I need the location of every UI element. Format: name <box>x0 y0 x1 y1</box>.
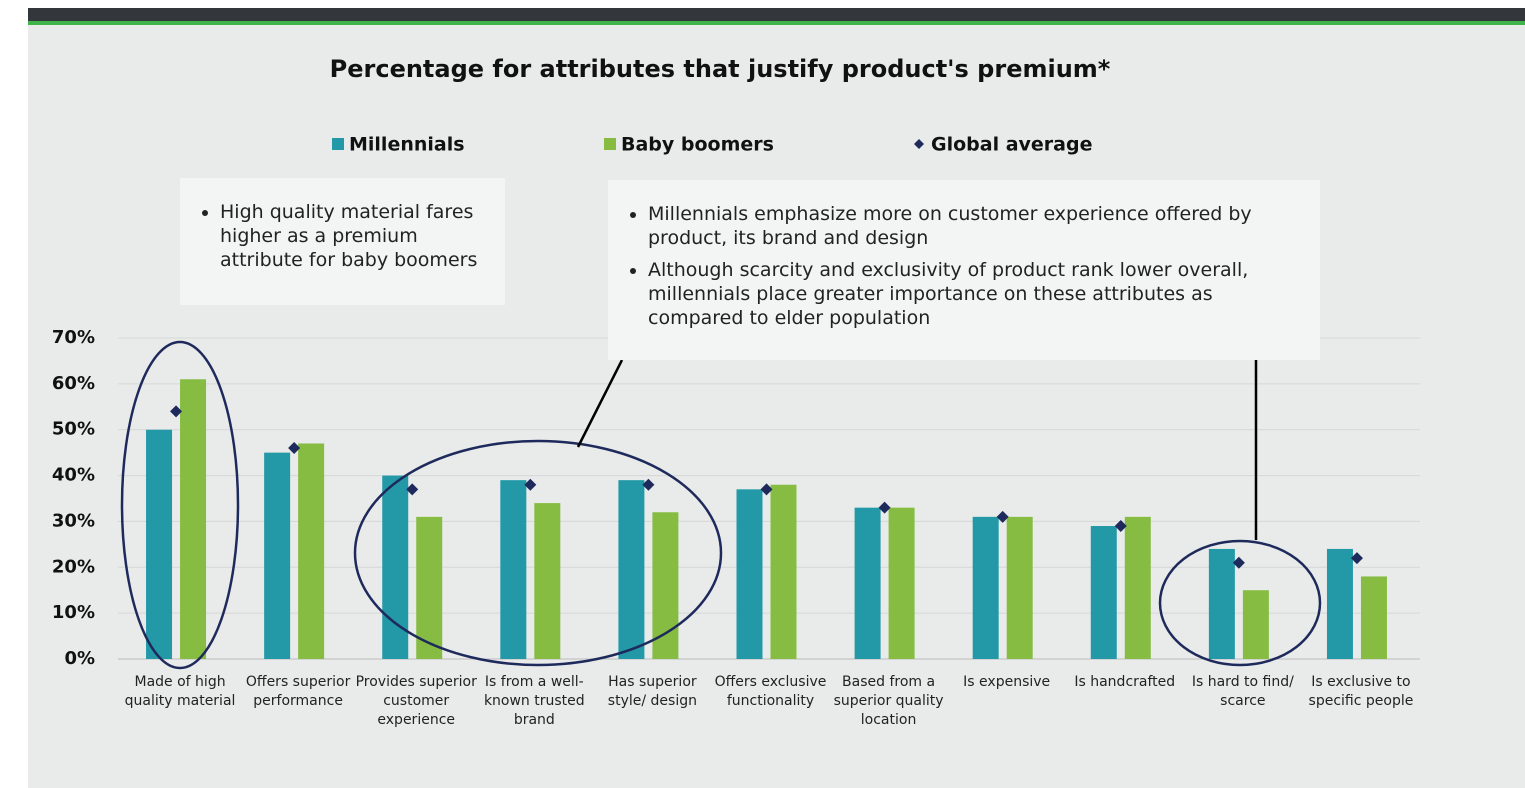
x-tick-label: Provides superior customer experience <box>355 674 477 728</box>
bar <box>416 516 443 659</box>
x-tick-label-box: Offers superior performance <box>245 674 351 709</box>
annotation-text: Although scarcity and exclusivity of pro… <box>648 258 1304 330</box>
annotation-box: Millennials emphasize more on customer e… <box>608 180 1320 360</box>
bar <box>1006 516 1033 659</box>
bar <box>972 516 999 659</box>
highlight-ellipse <box>1158 539 1322 667</box>
average-marker <box>642 478 655 491</box>
average-marker <box>1350 552 1363 565</box>
bar <box>736 489 763 659</box>
chart-title: Percentage for attributes that justify p… <box>330 55 1111 83</box>
x-tick-label: Is exclusive to specific people <box>1308 674 1414 709</box>
highlights <box>120 340 1322 670</box>
bar <box>1326 548 1353 659</box>
average-marker <box>878 501 891 514</box>
x-tick-label: Based from a superior quality location <box>833 674 944 728</box>
bar <box>534 503 561 659</box>
bar <box>1090 526 1117 659</box>
annotation-box: High quality material fares higher as a … <box>180 178 505 305</box>
x-tick-label: Is hard to find/ scarce <box>1191 674 1294 709</box>
bar <box>500 480 527 659</box>
legend-marker <box>914 139 924 149</box>
top-accent <box>28 21 1525 25</box>
average-marker <box>288 442 301 455</box>
y-tick-label: 0% <box>64 648 95 669</box>
y-tick-label: 70% <box>52 327 95 348</box>
bar <box>298 443 325 659</box>
average-marker <box>1232 556 1245 569</box>
x-tick-label-box: Based from a superior quality location <box>833 674 944 728</box>
average-marker <box>996 510 1009 523</box>
x-tick-label-box: Is handcrafted <box>1074 674 1176 690</box>
bar <box>770 484 797 659</box>
average-marker <box>170 405 183 418</box>
bar <box>264 452 291 659</box>
legend-swatch <box>332 138 344 150</box>
bar <box>1124 516 1151 659</box>
bar <box>618 480 645 659</box>
x-tick-label-box: Is from a well-known trusted brand <box>483 674 585 728</box>
bar <box>652 512 679 659</box>
y-tick-label: 30% <box>52 510 95 531</box>
x-tick-label: Offers superior performance <box>245 674 351 709</box>
x-tick-label: Made of high quality material <box>124 674 236 709</box>
bar <box>1360 576 1387 659</box>
y-tick-label: 60% <box>52 373 95 394</box>
bar <box>888 507 915 659</box>
legend-swatch <box>604 138 616 150</box>
average-marker <box>1114 520 1127 533</box>
annotation-list: Millennials emphasize more on customer e… <box>622 202 1304 330</box>
legend-label: Millennials <box>349 134 465 156</box>
y-tick-label: 10% <box>52 602 95 623</box>
x-tick-label-box: Is expensive <box>963 674 1051 690</box>
legend-label: Global average <box>931 134 1092 156</box>
bar <box>1208 548 1235 659</box>
bar <box>180 379 207 659</box>
x-tick-label-box: Offers exclusive functionality <box>714 674 827 709</box>
x-tick-label: Is from a well-known trusted brand <box>483 674 585 728</box>
x-tick-label: Has superior style/ design <box>607 674 697 709</box>
x-tick-label-box: Is exclusive to specific people <box>1308 674 1414 709</box>
average-marker <box>406 483 419 496</box>
annotation-list: High quality material fares higher as a … <box>194 200 489 272</box>
bar <box>382 475 409 659</box>
annotation-text: Millennials emphasize more on customer e… <box>648 202 1304 250</box>
legend-label: Baby boomers <box>621 134 774 156</box>
highlight-ellipse <box>120 340 240 670</box>
highlight-ellipse <box>353 439 723 667</box>
y-tick-label: 20% <box>52 556 95 577</box>
x-tick-label-box: Is hard to find/ scarce <box>1191 674 1294 709</box>
top-bar <box>28 8 1525 21</box>
x-tick-label: Is expensive <box>963 674 1051 690</box>
bar <box>146 429 173 659</box>
x-tick-label-box: Has superior style/ design <box>607 674 697 709</box>
x-tick-label: Is handcrafted <box>1074 674 1176 690</box>
x-tick-label-box: Provides superior customer experience <box>355 674 477 728</box>
average-marker <box>524 478 537 491</box>
annotation-text: High quality material fares higher as a … <box>220 200 489 272</box>
bar <box>854 507 881 659</box>
x-tick-label: Offers exclusive functionality <box>714 674 827 709</box>
callout-line <box>576 359 624 448</box>
y-tick-label: 40% <box>52 465 95 486</box>
bar <box>1242 590 1269 659</box>
average-marker <box>760 483 773 496</box>
x-tick-label-box: Made of high quality material <box>124 674 236 709</box>
y-tick-label: 50% <box>52 419 95 440</box>
